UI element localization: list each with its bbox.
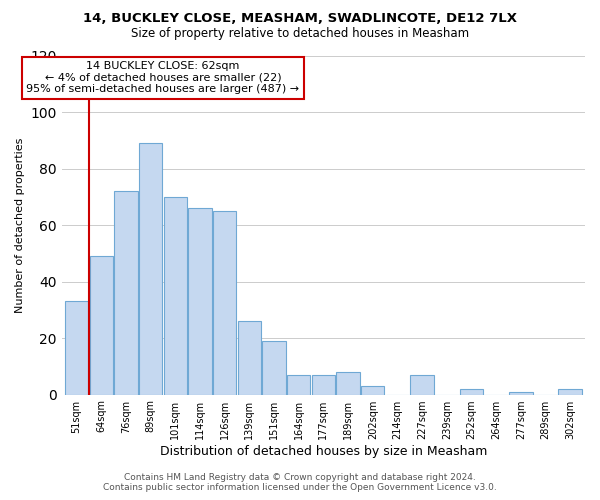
X-axis label: Distribution of detached houses by size in Measham: Distribution of detached houses by size … [160, 444, 487, 458]
Bar [287, 375, 310, 394]
Bar [460, 389, 483, 394]
Bar [114, 191, 137, 394]
Bar [337, 372, 360, 394]
Bar [65, 302, 88, 394]
Bar [410, 375, 434, 394]
Bar [361, 386, 385, 394]
Text: 14, BUCKLEY CLOSE, MEASHAM, SWADLINCOTE, DE12 7LX: 14, BUCKLEY CLOSE, MEASHAM, SWADLINCOTE,… [83, 12, 517, 26]
Bar [559, 389, 582, 394]
Bar [164, 197, 187, 394]
Text: Size of property relative to detached houses in Measham: Size of property relative to detached ho… [131, 28, 469, 40]
Bar [311, 375, 335, 394]
Bar [238, 321, 261, 394]
Bar [89, 256, 113, 394]
Bar [262, 341, 286, 394]
Text: 14 BUCKLEY CLOSE: 62sqm
← 4% of detached houses are smaller (22)
95% of semi-det: 14 BUCKLEY CLOSE: 62sqm ← 4% of detached… [26, 61, 299, 94]
Y-axis label: Number of detached properties: Number of detached properties [15, 138, 25, 312]
Bar [188, 208, 212, 394]
Bar [139, 143, 163, 395]
Bar [213, 211, 236, 394]
Text: Contains HM Land Registry data © Crown copyright and database right 2024.
Contai: Contains HM Land Registry data © Crown c… [103, 473, 497, 492]
Bar [509, 392, 533, 394]
